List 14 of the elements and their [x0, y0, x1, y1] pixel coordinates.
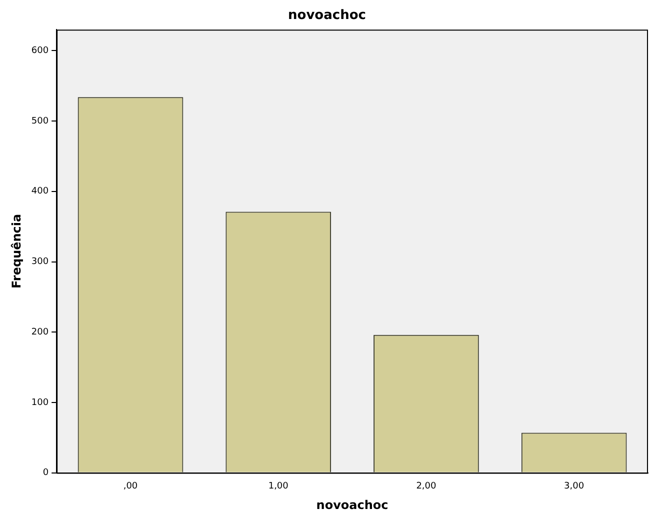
y-axis-title: Frequência [9, 214, 24, 289]
x-tick-label: ,00 [123, 482, 138, 492]
y-tick-label: 100 [31, 398, 49, 408]
x-tick-label: 1,00 [268, 482, 289, 492]
x-tick-label: 3,00 [564, 482, 584, 492]
y-tick-label: 400 [31, 186, 49, 197]
y-tick-label: 200 [31, 327, 49, 338]
y-tick-label: 300 [31, 257, 49, 268]
y-tick-label: 500 [31, 116, 49, 126]
y-tick-label: 600 [31, 46, 49, 56]
chart-title: novoachoc [288, 8, 366, 24]
y-tick-label: 0 [42, 468, 49, 478]
x-tick-label: 2,00 [416, 482, 437, 492]
x-axis-title: novoachoc [316, 498, 388, 512]
